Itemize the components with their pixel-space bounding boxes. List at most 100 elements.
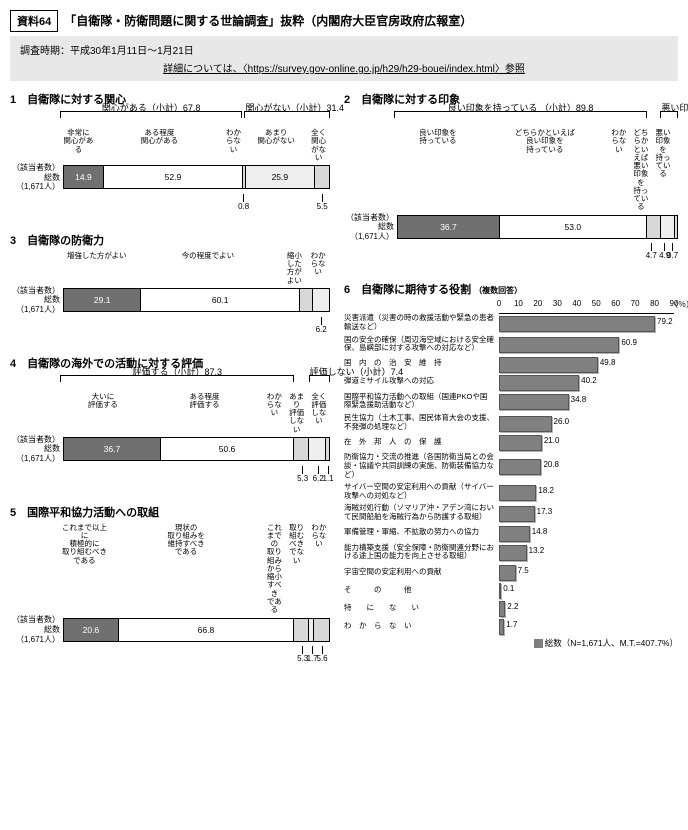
hbar-label: 海賊対処行動（ソマリア沖・アデン湾において民間船舶を海賊行為から防護する取組） [344,504,499,521]
segment-label: わからない [608,129,630,212]
hbar-row: 災害派遣（災害の時の救援活動や緊急の患者輸送など）79.2 [344,314,678,331]
hbar-fill [499,506,535,522]
segment-label: 悪い印象を持っている [652,129,674,212]
bar-segment: 60.1 [141,289,300,311]
hbar-fill [499,375,579,391]
hbar-label: 軍備管理・軍縮、不拡散の努力への協力 [344,528,499,537]
survey-info-box: 調査時期：平成30年1月11日～1月21日 詳細については、〈https://s… [10,36,678,81]
bar-segment [326,438,329,460]
hbar-fill [499,583,501,599]
segment-label: 良い印象を持っている [394,129,482,212]
hbar-label: わ か ら な い [344,622,499,631]
hbar-fill [499,601,505,617]
hbar-label: 在 外 邦 人 の 保 護 [344,438,499,447]
hbar-row: 防衛協力・交流の推進（各国防衛当局との会談・協議や共同訓練の実施、防衛装備協力な… [344,453,678,479]
callout-value: 0.8 [238,194,249,211]
doc-badge: 資料64 [10,10,58,32]
axis-tick: 60 [611,299,620,308]
respondents-label: （該当者数）総数（1,671人） [10,435,63,464]
hbar-label: 国の安全の確保（周辺海空域における安全確保、島嶼部に対する攻撃への対応など） [344,336,499,353]
hbar-row: 国の安全の確保（周辺海空域における安全確保、島嶼部に対する攻撃への対応など）60… [344,336,678,353]
hbar-value: 14.8 [532,527,548,536]
segment-label: 縮小した方がよい [283,252,307,285]
callout-value: 0.7 [667,243,678,260]
header: 資料64 「自衛隊・防衛問題に関する世論調査」抜粋（内閣府大臣官房政府広報室） [10,10,678,32]
hbar-label: サイバー空間の安定利用への貢献（サイバー攻撃への対処など） [344,483,499,500]
hbar-value: 18.2 [538,486,554,495]
segment-label: 大いに評価する [60,393,146,434]
respondents-label: （該当者数）総数（1,671人） [10,615,63,644]
chart-legend: 総数（N=1,671人、M.T.=407.7%） [344,637,678,649]
hbar-label: 能力構築支援（安全保障・防衛関連分野における途上国の能力を向上させる取組） [344,544,499,561]
bar-segment: 52.9 [104,166,243,188]
hbar-row: サイバー空間の安定利用への貢献（サイバー攻撃への対処など） 18.2 [344,483,678,500]
hbar-label: 宇宙空間の安定利用への貢献 [344,568,499,577]
hbar-row: そ の 他0.1 [344,583,678,597]
hbar-value: 49.8 [600,358,616,367]
callout-value: 5.3 [297,466,308,483]
hbar-row: 宇宙空間の安定利用への貢献 7.5 [344,565,678,579]
axis-tick: 40 [572,299,581,308]
segment-label: 全く関心がない [307,129,330,162]
segment-label: わからない [222,129,245,162]
segment-label: これまでの取り組みから縮小すべきである [263,524,285,615]
bar-segment: 50.6 [161,438,294,460]
survey-period: 調査時期：平成30年1月11日～1月21日 [20,42,668,57]
segment-label: 取り組むべきでない [285,524,307,615]
hbar-label: 民生協力（土木工事、国民体育大会の支援、不発弾の処理など） [344,414,499,431]
bar-segment [675,216,677,238]
segment-label: わからない [308,524,330,615]
bar-segment [313,289,329,311]
hbar-label: 弾道ミサイル攻撃への対応 [344,377,499,386]
hbar-value: 0.1 [503,584,514,593]
hbar-fill [499,416,552,432]
bar-segment [661,216,675,238]
bar-segment [314,619,329,641]
hbar-row: 能力構築支援（安全保障・防衛関連分野における途上国の能力を向上させる取組） 13.… [344,544,678,561]
bar-segment: 66.8 [119,619,294,641]
callout-value: 5.6 [316,646,327,663]
hbar-fill [499,485,536,501]
hbar-value: 2.2 [507,602,518,611]
bar-segment: 20.6 [64,619,119,641]
segment-label: 今の程度でよい [133,252,282,285]
hbar-row: 海賊対処行動（ソマリア沖・アデン湾において民間船舶を海賊行為から防護する取組）1… [344,504,678,521]
segment-label: あまり評価しない [285,393,307,434]
hbar-fill [499,357,598,373]
bar-segment: 29.1 [64,289,141,311]
hbar-fill [499,545,527,561]
hbar-row: 軍備管理・軍縮、不拡散の努力への協力 14.8 [344,526,678,540]
bar-segment [315,166,329,188]
axis-tick: 80 [650,299,659,308]
callout-value: 4.7 [646,243,657,260]
axis-tick: 30 [553,299,562,308]
callout-value: 6.2 [316,317,327,334]
segment-label: 全く評価しない [308,393,330,434]
hbar-value: 7.5 [518,566,529,575]
section-title: 6 自衛隊に期待する役割 （複数回答） [344,281,678,297]
axis-tick: 50 [592,299,601,308]
bar-segment [294,438,309,460]
hbar-fill [499,316,655,332]
hbar-value: 20.8 [543,460,559,469]
hbar-value: 26.0 [554,417,570,426]
bar-segment: 53.0 [500,216,647,238]
axis-tick: 0 [497,299,501,308]
segment-label: あまり関心がない [245,129,307,162]
hbar-value: 40.2 [581,376,597,385]
axis-unit: （％） [670,299,688,310]
segment-label: わからない [263,393,285,434]
section-title: 5 国際平和協力活動への取組 [10,504,330,520]
survey-detail-link[interactable]: 詳細については、〈https://survey.gov-online.go.jp… [20,60,668,75]
hbar-fill [499,459,541,475]
hbar-value: 79.2 [657,317,673,326]
stacked-bar: 36.750.6 [63,437,330,461]
respondents-label: （該当者数）総数（1,671人） [10,286,63,315]
bar-segment [300,289,313,311]
section-title: 3 自衛隊の防衛力 [10,232,330,248]
hbar-value: 13.2 [529,546,545,555]
hbar-label: 特 に な い [344,604,499,613]
segment-label: ある程度関心がある [97,129,222,162]
segment-label: わからない [306,252,330,285]
bar-segment: 36.7 [398,216,500,238]
